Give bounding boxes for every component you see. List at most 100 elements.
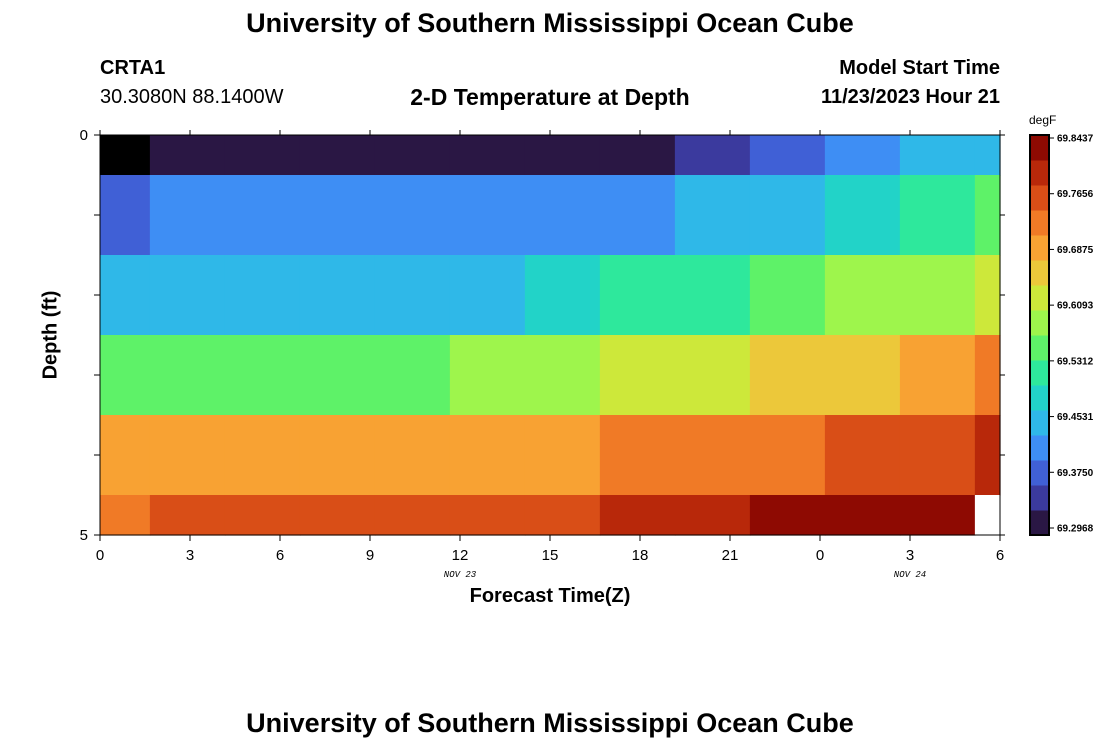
colorbar-label: 69.7656 [1057, 189, 1094, 200]
colorbar-segment [1030, 485, 1049, 511]
heatmap-cell [599, 495, 676, 536]
station-id: CRTA1 [100, 57, 166, 79]
colorbar-label: 69.3750 [1057, 468, 1094, 479]
heatmap-cell [974, 415, 1001, 496]
colorbar-segment [1030, 235, 1049, 261]
x-tick-label: 0 [816, 547, 824, 564]
x-tick-label: 0 [96, 547, 104, 564]
heatmap-cell [974, 175, 1001, 256]
colorbar-label: 69.5312 [1057, 356, 1094, 367]
colorbar-label: 69.2968 [1057, 524, 1094, 535]
heatmap-cell [899, 415, 976, 496]
heatmap-cell [449, 175, 526, 256]
heatmap-cell [749, 135, 826, 176]
colorbar-segment [1030, 510, 1049, 536]
heatmap-cell [674, 255, 751, 336]
heatmap-cell [449, 135, 526, 176]
heatmap-cell [299, 135, 376, 176]
heatmap-cell [374, 335, 451, 416]
heatmap-cell [299, 175, 376, 256]
heatmap-cell [599, 175, 676, 256]
colorbar-segment [1030, 210, 1049, 236]
heatmap-cell [674, 415, 751, 496]
colorbar-segment [1030, 135, 1049, 161]
colorbar-label: 69.6093 [1057, 301, 1094, 312]
heatmap-cell [149, 415, 226, 496]
heatmap-cell [299, 335, 376, 416]
heatmap-cell [524, 415, 601, 496]
heatmap-cell [224, 495, 301, 536]
heatmap-cell [374, 415, 451, 496]
heatmap-cell [374, 495, 451, 536]
heatmap-cell [599, 135, 676, 176]
colorbar-frame [1029, 134, 1050, 536]
page-title: University of Southern Mississippi Ocean… [246, 8, 854, 38]
heatmap-cell [149, 135, 226, 176]
heatmap-cell [299, 255, 376, 336]
heatmap-cell [100, 255, 151, 336]
heatmap-cell [224, 415, 301, 496]
heatmap-cell [899, 255, 976, 336]
colorbar-segment [1030, 260, 1049, 286]
heatmap-cell [599, 335, 676, 416]
heatmap-cell [974, 255, 1001, 336]
heatmap-cell [824, 175, 901, 256]
heatmap-cell [524, 175, 601, 256]
colorbar-segment [1030, 310, 1049, 336]
plot-title: 2-D Temperature at Depth [410, 84, 690, 110]
x-tick-label: 3 [186, 547, 194, 564]
heatmap-cell [100, 175, 151, 256]
heatmap-cell [899, 175, 976, 256]
heatmap-cell [149, 255, 226, 336]
heatmap-cell [749, 495, 826, 536]
heatmap-cell [149, 335, 226, 416]
x-tick-label: 3 [906, 547, 914, 564]
y-tick-label: 5 [80, 527, 88, 544]
heatmap-cell [899, 135, 976, 176]
heatmap-cell [224, 335, 301, 416]
heatmap-cell [100, 335, 151, 416]
colorbar-segment [1030, 160, 1049, 186]
x-tick-label: 15 [542, 547, 559, 564]
colorbar-segment [1030, 285, 1049, 311]
heatmap-cell [149, 495, 226, 536]
heatmap-cell [674, 175, 751, 256]
heatmap-cell [224, 175, 301, 256]
heatmap-cell [824, 495, 901, 536]
colorbar-segment [1030, 410, 1049, 436]
heatmap-cell [224, 255, 301, 336]
heatmap-cell [374, 175, 451, 256]
heatmap-cell [824, 415, 901, 496]
x-tick-label: 6 [996, 547, 1004, 564]
date-label: NOV 23 [444, 570, 477, 580]
heatmap-cell [749, 335, 826, 416]
station-coordinates: 30.3080N 88.1400W [100, 86, 284, 108]
heatmap-cell [974, 335, 1001, 416]
heatmap-cell [449, 255, 526, 336]
model-start-value: 11/23/2023 Hour 21 [820, 86, 1000, 108]
heatmap-cell [449, 415, 526, 496]
second-page-title: University of Southern Mississippi Ocean… [246, 708, 854, 738]
colorbar-label: 69.6875 [1057, 245, 1094, 256]
date-label: NOV 24 [894, 570, 926, 580]
heatmap-cells [100, 135, 1001, 536]
colorbar-label: 69.4531 [1057, 412, 1094, 423]
heatmap-cell [449, 495, 526, 536]
heatmap-cell [100, 415, 151, 496]
heatmap-cell [524, 495, 601, 536]
model-start-label: Model Start Time [839, 57, 1000, 79]
x-tick-label: 6 [276, 547, 284, 564]
heatmap-cell [974, 135, 1001, 176]
heatmap-cell [374, 135, 451, 176]
heatmap-cell [299, 415, 376, 496]
heatmap-cell [974, 495, 1001, 536]
heatmap-cell [599, 415, 676, 496]
heatmap-cell [100, 495, 151, 536]
x-tick-label: 21 [722, 547, 739, 564]
heatmap-cell [899, 335, 976, 416]
x-tick-label: 9 [366, 547, 374, 564]
y-tick-label: 0 [80, 127, 88, 144]
colorbar-segment [1030, 385, 1049, 411]
colorbar [1030, 135, 1049, 536]
